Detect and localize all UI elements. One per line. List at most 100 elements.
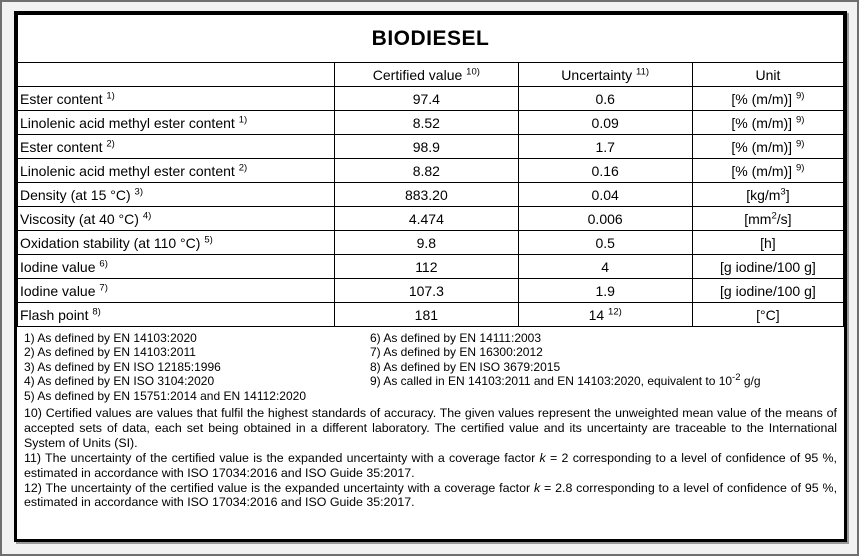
certified-values-table: BIODIESEL Certified value 10) Uncertaint…: [16, 14, 845, 327]
certified-value-cell: 98.9: [334, 134, 519, 159]
row-label: Density (at 15 °C) 3): [16, 182, 336, 207]
footnote-marker: 3): [134, 185, 143, 197]
certified-value-cell: 8.82: [334, 158, 519, 183]
table-row: Linolenic acid methyl ester content 2) 8…: [16, 158, 845, 183]
footnote-columns: 1) As defined by EN 14103:2020 2) As def…: [24, 331, 837, 403]
unit-cell: [°C]: [691, 302, 845, 327]
row-label: Ester content 1): [16, 86, 336, 111]
uncertainty-cell: 0.09: [517, 110, 693, 135]
footnote-marker: 8): [92, 305, 101, 317]
table-row: Ester content 2) 98.9 1.7 [% (m/m)] 9): [16, 134, 845, 159]
row-label: Linolenic acid methyl ester content 2): [16, 158, 336, 183]
unit-cell: [% (m/m)] 9): [691, 110, 845, 135]
uncertainty-cell: 14 12): [517, 302, 693, 327]
exponent: 9): [795, 161, 805, 173]
certified-value-cell: 8.52: [334, 110, 519, 135]
footnote-marker: 10): [466, 65, 480, 77]
coverage-factor-k: k: [533, 480, 541, 495]
row-label: Ester content 2): [16, 134, 336, 159]
unit-cell: [mm2/s]: [691, 206, 845, 231]
certificate-table-frame: BIODIESEL Certified value 10) Uncertaint…: [14, 11, 847, 542]
footnote-marker: 2): [238, 161, 248, 173]
footnote: 1) As defined by EN 14103:2020: [24, 331, 197, 345]
title-row: BIODIESEL: [17, 14, 844, 63]
uncertainty-cell: 0.16: [517, 158, 693, 183]
footnote-marker: 1): [106, 89, 115, 101]
certified-value-cell: 4.474: [334, 206, 519, 231]
footnote-marker: 12): [608, 305, 622, 317]
footnote: 7) As defined by EN 16300:2012: [370, 345, 543, 360]
certified-value-cell: 107.3: [334, 278, 519, 303]
unit-cell: [% (m/m)] 9): [691, 86, 845, 111]
certified-value-cell: 112: [334, 254, 519, 279]
uncertainty-cell: 0.5: [517, 230, 693, 255]
note-12: 12) The uncertainty of the certified val…: [24, 480, 838, 510]
table-row: Iodine value 7) 107.3 1.9 [g iodine/100 …: [16, 278, 845, 303]
certified-value-cell: 9.8: [334, 230, 519, 255]
row-label: Flash point 8): [16, 302, 336, 327]
exponent: 2: [771, 209, 777, 221]
exponent: 9): [795, 113, 805, 125]
page-title: BIODIESEL: [17, 14, 844, 63]
exponent: 9): [795, 137, 805, 149]
table-row: Linolenic acid methyl ester content 1) 8…: [16, 110, 845, 135]
header-uncertainty: Uncertainty 11): [517, 62, 693, 87]
footnote-column-left: 1) As defined by EN 14103:2020 2) As def…: [24, 331, 370, 403]
footnote: 6) As defined by EN 14111:2003: [370, 331, 542, 345]
footnote-marker: 5): [204, 233, 213, 245]
unit-cell: [g iodine/100 g]: [691, 278, 845, 303]
table-row: Iodine value 6) 112 4 [g iodine/100 g]: [16, 254, 845, 279]
uncertainty-cell: 4: [517, 254, 693, 279]
footnote: 8) As defined by EN ISO 3679:2015: [370, 359, 561, 374]
unit-cell: [kg/m3]: [691, 182, 845, 207]
coverage-factor-k: k: [539, 450, 546, 465]
header-label: Uncertainty: [561, 66, 636, 83]
note-10: 10) Certified values are values that ful…: [24, 406, 837, 450]
footnote-column-right: 6) As defined by EN 14111:2003 7) As def…: [370, 331, 837, 403]
footnote: 9) As called in EN 14103:2011 and EN 141…: [370, 372, 761, 389]
footnote-marker: 6): [99, 257, 108, 269]
uncertainty-cell: 0.04: [517, 182, 693, 207]
footnote-marker: 4): [142, 209, 152, 221]
certified-value-cell: 883.20: [334, 182, 519, 207]
row-label: Oxidation stability (at 110 °C) 5): [16, 230, 336, 255]
unit-cell: [h]: [691, 230, 845, 255]
certified-value-cell: 181: [334, 302, 519, 327]
header-certified-value: Certified value 10): [334, 62, 519, 87]
uncertainty-cell: 1.7: [517, 134, 693, 159]
footnote: 5) As defined by EN 15751:2014 and EN 14…: [24, 388, 306, 403]
exponent: -2: [732, 372, 741, 384]
certified-value-cell: 97.4: [334, 86, 519, 111]
exponent: 9): [795, 89, 805, 101]
header-empty-cell: [16, 62, 336, 87]
row-label: Viscosity (at 40 °C) 4): [16, 206, 336, 231]
table-row: Oxidation stability (at 110 °C) 5) 9.8 0…: [16, 230, 845, 255]
header-label: Certified value: [372, 66, 467, 83]
note-11: 11) The uncertainty of the certified val…: [24, 450, 837, 480]
row-label: Linolenic acid methyl ester content 1): [16, 110, 336, 135]
uncertainty-cell: 0.006: [517, 206, 693, 231]
header-unit: Unit: [691, 62, 845, 87]
row-label: Iodine value 6): [16, 254, 336, 279]
uncertainty-cell: 0.6: [517, 86, 693, 111]
table-row: Viscosity (at 40 °C) 4) 4.474 0.006 [mm2…: [16, 206, 845, 231]
footnote-marker: 11): [636, 65, 650, 77]
table-row: Ester content 1) 97.4 0.6 [% (m/m)] 9): [16, 86, 845, 111]
exponent: 3: [780, 185, 786, 197]
footnote-marker: 7): [99, 281, 108, 293]
row-label: Iodine value 7): [16, 278, 336, 303]
uncertainty-cell: 1.9: [517, 278, 693, 303]
footnote: 3) As defined by EN ISO 12185:1996: [24, 359, 221, 374]
footnote: 2) As defined by EN 14103:2011: [24, 345, 196, 360]
table-row: Flash point 8) 181 14 12) [°C]: [16, 302, 845, 327]
table-row: Density (at 15 °C) 3) 883.20 0.04 [kg/m3…: [16, 182, 845, 207]
notes-section: 10) Certified values are values that ful…: [17, 405, 844, 510]
unit-cell: [% (m/m)] 9): [691, 134, 845, 159]
footnotes-section: 1) As defined by EN 14103:2020 2) As def…: [17, 327, 844, 405]
header-row: Certified value 10) Uncertainty 11) Unit: [16, 62, 845, 87]
unit-cell: [g iodine/100 g]: [691, 254, 845, 279]
unit-cell: [% (m/m)] 9): [691, 158, 845, 183]
footnote: 4) As defined by EN ISO 3104:2020: [24, 374, 215, 389]
footnote-marker: 2): [106, 137, 115, 149]
